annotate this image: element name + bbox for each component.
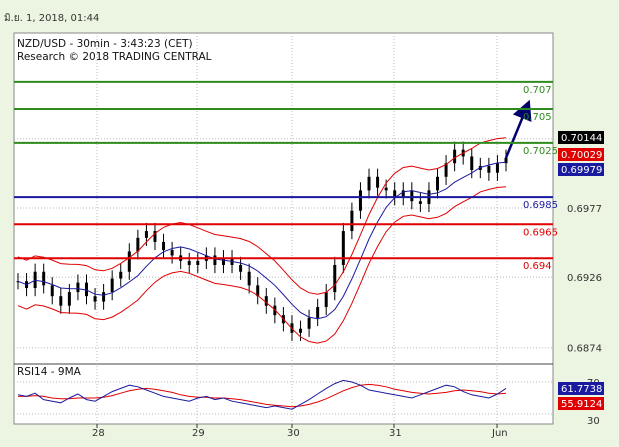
price-candle bbox=[324, 292, 328, 308]
main-grid bbox=[14, 33, 553, 424]
price-candle bbox=[239, 264, 243, 272]
level-label: 0.705 bbox=[523, 112, 552, 123]
price-candle bbox=[341, 231, 345, 265]
price-candle bbox=[247, 271, 251, 286]
price-candle bbox=[162, 241, 166, 251]
price-candle bbox=[170, 250, 174, 256]
rsi-title: RSI14 - 9MA bbox=[17, 366, 82, 378]
price-candle bbox=[84, 282, 88, 297]
y-tick-label: 0.6874 bbox=[567, 344, 602, 355]
rsi-ma-badge: 55.9124 bbox=[558, 397, 604, 410]
price-candle bbox=[504, 157, 508, 164]
price-candle bbox=[333, 264, 337, 293]
price-candle bbox=[350, 210, 354, 232]
price-candle bbox=[367, 176, 371, 191]
x-tick-label: 28 bbox=[92, 428, 105, 439]
x-axis: 28 29 30 31 Jun bbox=[92, 424, 508, 439]
svg-text:0.70029: 0.70029 bbox=[561, 150, 602, 161]
price-candle bbox=[256, 285, 260, 297]
chart-title: NZD/USD - 30min - 3:43:23 (CET) bbox=[17, 38, 193, 50]
price-candle bbox=[495, 163, 499, 173]
level-label: 0.694 bbox=[523, 261, 552, 272]
price-badge-blue: 0.69979 bbox=[558, 163, 604, 176]
price-candle bbox=[42, 271, 46, 286]
level-label: 0.707 bbox=[523, 85, 552, 96]
price-candle bbox=[453, 149, 457, 164]
rsi-badge: 61.7738 bbox=[558, 382, 604, 395]
price-candle bbox=[153, 231, 157, 242]
level-label: 0.7025 bbox=[523, 146, 558, 157]
price-candle bbox=[93, 296, 97, 302]
price-candle bbox=[110, 278, 114, 293]
price-candle bbox=[299, 328, 303, 333]
price-candle bbox=[401, 190, 405, 198]
x-tick-label: Jun bbox=[491, 428, 508, 439]
price-candle bbox=[393, 190, 397, 198]
price-candle bbox=[144, 231, 148, 238]
price-candle bbox=[213, 255, 217, 265]
price-candle bbox=[221, 258, 225, 265]
price-candle bbox=[384, 187, 388, 191]
svg-text:0.70144: 0.70144 bbox=[561, 133, 602, 144]
bollinger-upper-line bbox=[17, 137, 507, 295]
price-candle bbox=[376, 176, 380, 188]
moving-average-line bbox=[17, 161, 507, 320]
price-candle bbox=[264, 296, 268, 306]
y-tick-label: 0.6977 bbox=[567, 204, 602, 215]
rsi-panel bbox=[13, 363, 554, 425]
price-candle bbox=[76, 282, 80, 293]
price-candle bbox=[187, 260, 191, 265]
price-badge-red: 0.70029 bbox=[558, 148, 604, 161]
svg-text:0.69979: 0.69979 bbox=[561, 165, 602, 176]
price-candle bbox=[59, 296, 63, 306]
rsi-line bbox=[17, 379, 507, 410]
x-tick-label: 29 bbox=[192, 428, 205, 439]
price-candle bbox=[307, 317, 311, 329]
rsi-tick-30: 30 bbox=[587, 416, 600, 427]
price-candle bbox=[470, 156, 474, 171]
price-candle bbox=[436, 176, 440, 191]
price-candle bbox=[418, 201, 422, 204]
price-candle bbox=[127, 251, 131, 272]
price-candle bbox=[410, 190, 414, 202]
price-candle bbox=[358, 190, 362, 211]
chart-copyright: Research © 2018 TRADING CENTRAL bbox=[17, 51, 212, 63]
price-candle bbox=[102, 292, 106, 302]
forecast-arrow bbox=[504, 99, 532, 159]
svg-text:61.7738: 61.7738 bbox=[561, 384, 602, 395]
x-tick-label: 31 bbox=[389, 428, 402, 439]
levels-layer: 0.707 0.705 0.7025 0.6985 0.6965 0.694 bbox=[14, 80, 558, 272]
x-tick-label: 30 bbox=[287, 428, 300, 439]
y-tick-label: 0.6926 bbox=[567, 273, 602, 284]
price-candle bbox=[136, 237, 140, 252]
price-candle bbox=[316, 307, 320, 318]
bollinger-lower-line bbox=[17, 186, 507, 344]
price-candle bbox=[196, 260, 200, 265]
price-candle bbox=[119, 271, 123, 279]
price-candle bbox=[50, 285, 54, 297]
price-candle bbox=[444, 163, 448, 177]
rsi-plot bbox=[14, 379, 553, 415]
timestamp: มิ.ย. 1, 2018, 01:44 bbox=[4, 13, 100, 24]
price-badge-last: 0.70144 bbox=[558, 131, 604, 144]
level-label: 0.6985 bbox=[523, 200, 558, 211]
svg-text:55.9124: 55.9124 bbox=[561, 399, 602, 410]
level-label: 0.6965 bbox=[523, 227, 558, 238]
price-candle bbox=[487, 165, 491, 173]
price-candle bbox=[67, 292, 71, 306]
